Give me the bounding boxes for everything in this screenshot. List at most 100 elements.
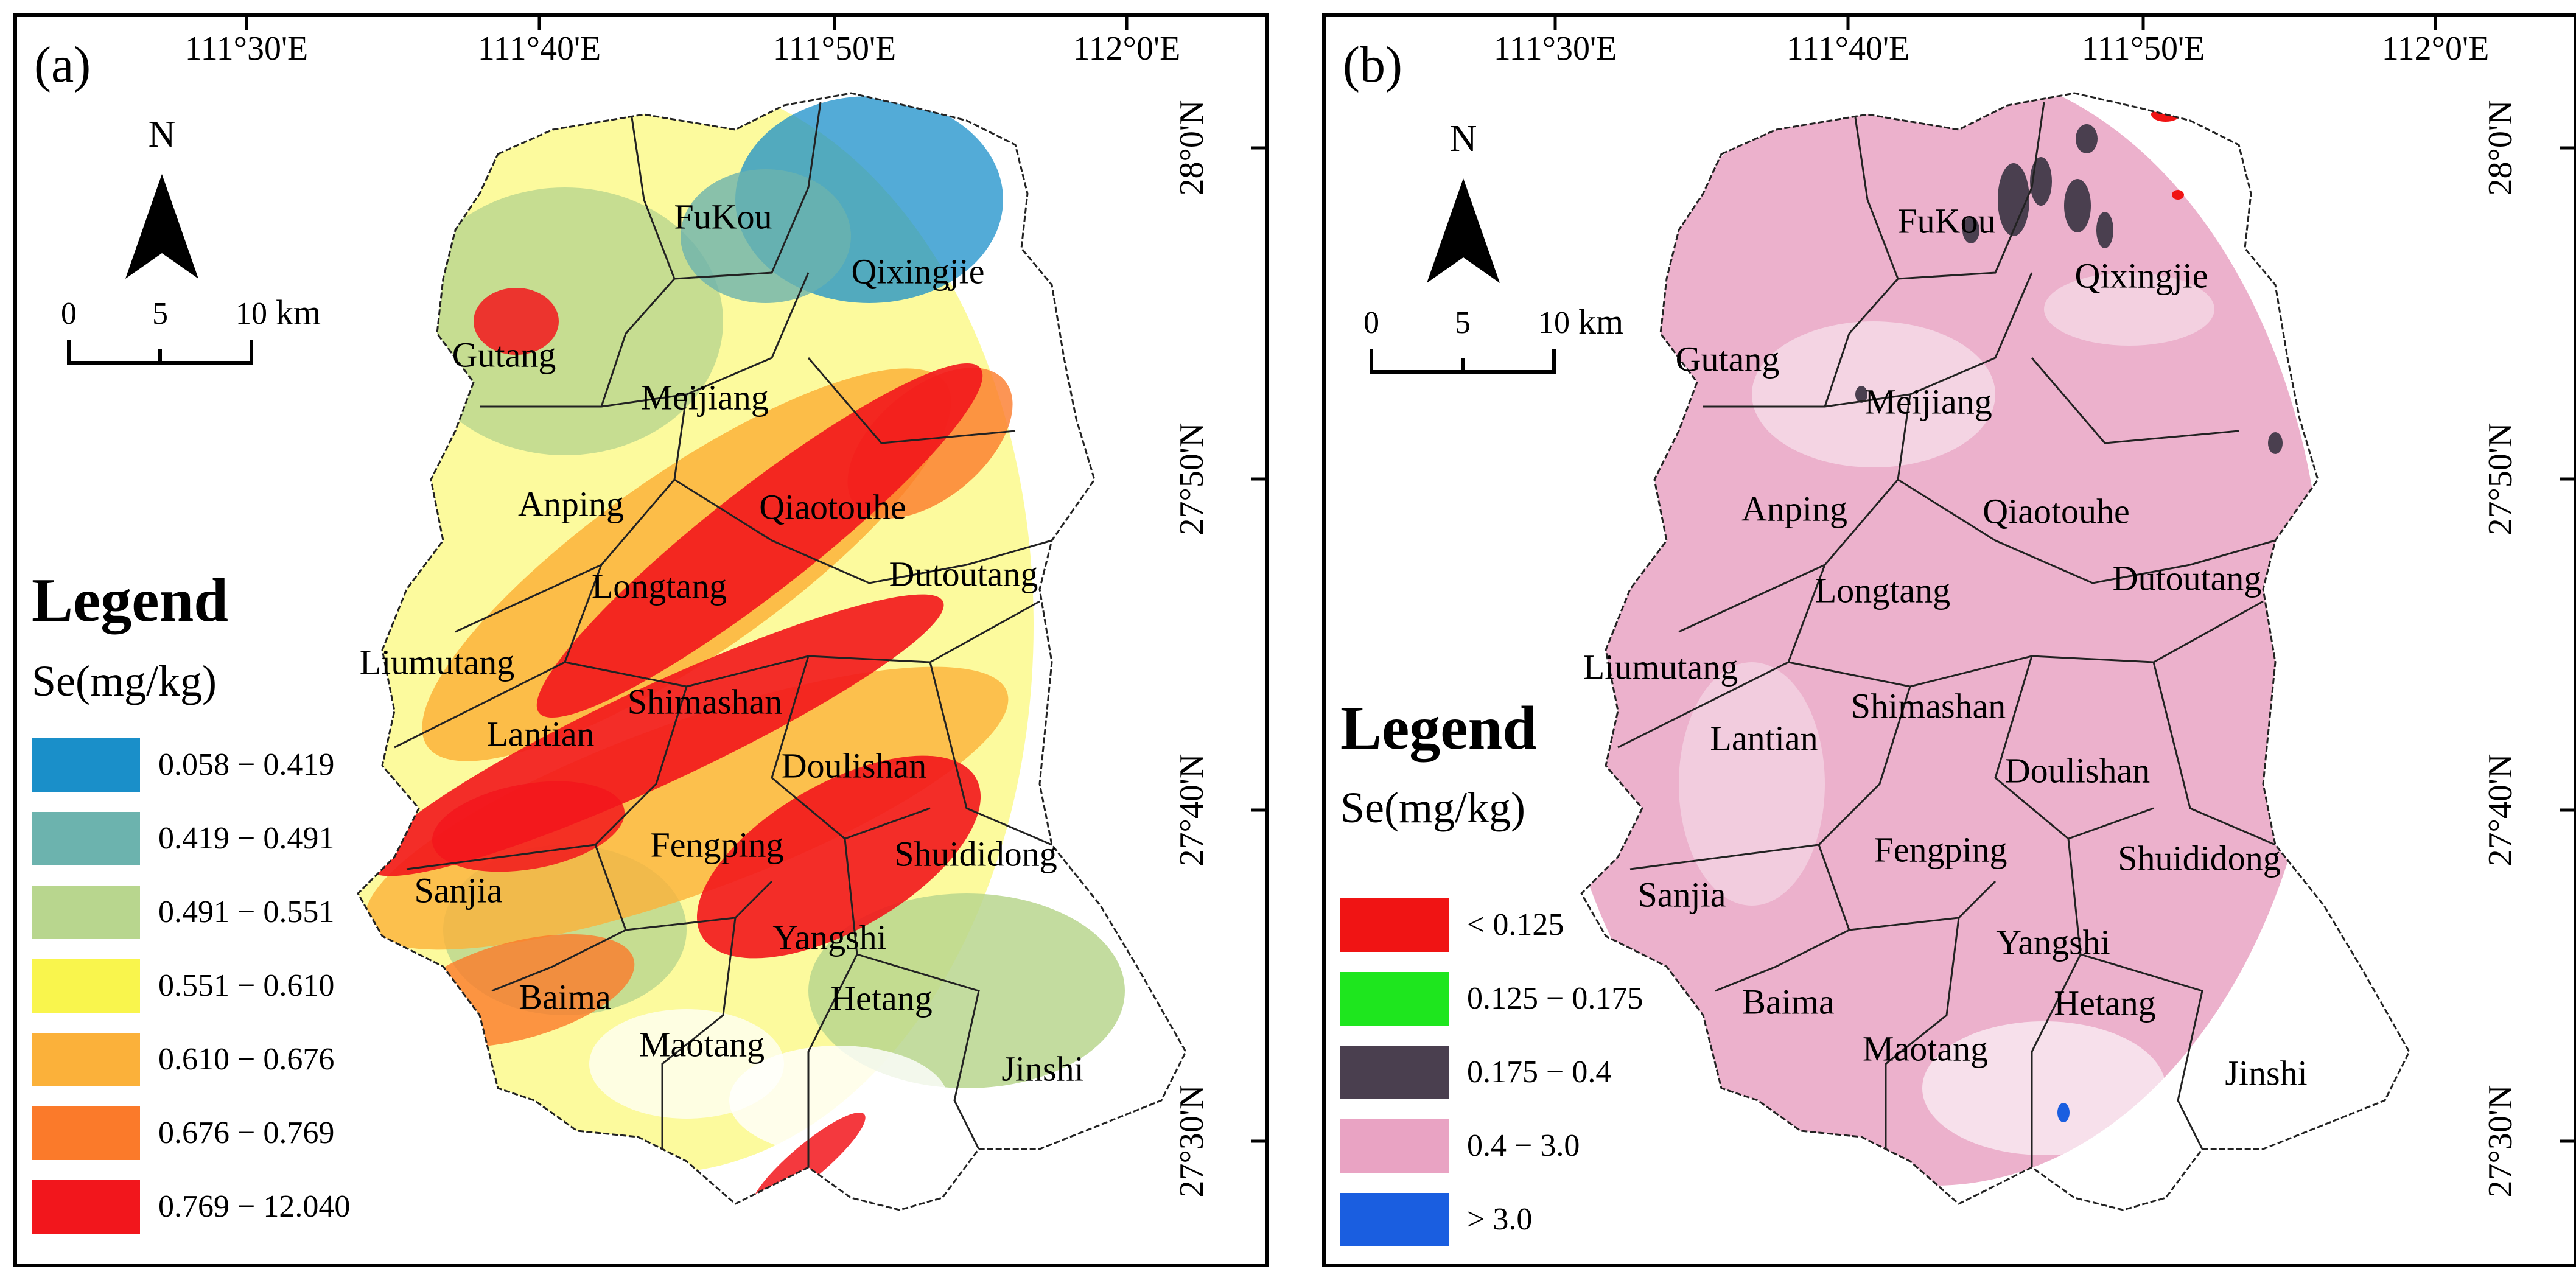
legend-label: 0.125 − 0.175: [1467, 981, 1643, 1016]
latitude-label: 27°40'N: [1173, 753, 1211, 867]
latitude-label: 27°50'N: [2482, 422, 2519, 536]
town-label: Anping: [518, 484, 624, 524]
se-raster-a: [358, 93, 1125, 1210]
town-label: Yangshi: [772, 917, 887, 957]
scale-tick-label: 5: [152, 296, 168, 331]
town-label: Gutang: [1675, 339, 1780, 379]
town-label: Anping: [1741, 489, 1847, 529]
town-label: Hetang: [830, 978, 933, 1018]
legend-label: < 0.125: [1467, 907, 1564, 942]
town-label: Hetang: [2054, 983, 2156, 1023]
town-label: Yangshi: [1996, 922, 2110, 962]
county-outline-a: [357, 92, 1187, 1211]
town-label: FuKou: [1897, 201, 1996, 241]
legend-label: 0.610 − 0.676: [158, 1042, 335, 1077]
north-arrow-icon: [1427, 178, 1500, 283]
legend-label: 0.676 − 0.769: [158, 1116, 335, 1150]
legend-swatch: [32, 886, 140, 939]
town-label: Meijiang: [1864, 382, 1992, 422]
graticule-ticks-a: [245, 17, 1265, 1143]
north-letter: N: [1449, 118, 1477, 159]
town-label: Liumutang: [359, 642, 515, 682]
legend-label: > 3.0: [1467, 1202, 1533, 1237]
longitude-label: 111°40'E: [1786, 30, 1910, 68]
town-label: Shuididong: [894, 834, 1057, 874]
latitude-label: 28°0'N: [1173, 100, 1211, 196]
town-label: Baima: [1742, 982, 1835, 1022]
town-label: Shuididong: [2118, 838, 2281, 878]
map-panel-b: (b) 111°30'E 111°40'E 111°50'E 112°0'E 2…: [1322, 13, 2576, 1267]
town-label: Shimashan: [1850, 686, 2006, 726]
legend-label: 0.551 − 0.610: [158, 968, 335, 1003]
longitude-label: 112°0'E: [1073, 30, 1181, 68]
panel-label: (b): [1343, 37, 1402, 93]
town-label: Qixingjie: [851, 251, 985, 292]
latitude-label: 27°50'N: [1173, 422, 1211, 536]
town-label: Dutoutang: [2112, 558, 2262, 598]
township-boundaries-b: [1617, 102, 2276, 1167]
legend-label: 0.419 − 0.491: [158, 821, 335, 856]
legend-unit: Se(mg/kg): [1340, 783, 1525, 832]
legend-title: Legend: [32, 566, 229, 635]
town-label: Longtang: [1815, 570, 1951, 610]
longitude-label: 111°50'E: [772, 30, 897, 68]
scale-tick-label: 5: [1455, 306, 1471, 340]
legend-swatch: [1340, 1193, 1449, 1246]
legend-unit: Se(mg/kg): [32, 657, 217, 705]
panel-label: (a): [34, 37, 91, 93]
town-label: Fengping: [650, 825, 784, 865]
longitude-label: 111°50'E: [2081, 30, 2205, 68]
legend-swatch: [32, 1033, 140, 1086]
scale-tick-label: 10: [1538, 306, 1570, 340]
town-label: Doulishan: [781, 746, 927, 786]
town-label: Lantian: [486, 714, 595, 754]
town-label: Qiaotouhe: [1983, 491, 2130, 531]
legend-swatch: [1340, 1119, 1449, 1173]
legend-label: 0.058 − 0.419: [158, 747, 335, 782]
township-boundaries-a: [394, 102, 1052, 1167]
legend-swatch: [32, 959, 140, 1013]
legend-label: 0.491 − 0.551: [158, 895, 335, 929]
town-label: Fengping: [1874, 830, 2007, 870]
graticule-ticks-b: [1553, 17, 2574, 1143]
town-label: Lantian: [1710, 718, 1818, 758]
longitude-label: 112°0'E: [2381, 30, 2490, 68]
town-label: Liumutang: [1583, 647, 1738, 687]
longitude-label: 111°40'E: [477, 30, 601, 68]
town-label: Jinshi: [2225, 1053, 2308, 1093]
town-label: FuKou: [674, 197, 772, 237]
legend-title: Legend: [1340, 694, 1538, 763]
town-label: Dutoutang: [889, 554, 1038, 594]
map-canvas-b: [1370, 17, 2574, 1211]
town-label: Sanjia: [1637, 875, 1726, 915]
town-label: Maotang: [639, 1024, 765, 1065]
legend-label: 0.4 − 3.0: [1467, 1128, 1580, 1163]
legend-swatch: [32, 1106, 140, 1160]
scale-unit: km: [276, 293, 321, 332]
town-label: Sanjia: [414, 870, 503, 911]
latitude-label: 27°30'N: [1173, 1085, 1211, 1198]
scale-unit: km: [1578, 302, 1624, 341]
legend-label: 0.769 − 12.040: [158, 1189, 351, 1224]
latitude-label: 27°40'N: [2482, 753, 2519, 867]
town-label: Jinshi: [1001, 1049, 1084, 1089]
longitude-label: 111°30'E: [184, 30, 309, 68]
town-label: Qiaotouhe: [759, 487, 906, 527]
legend-label: 0.175 − 0.4: [1467, 1055, 1612, 1089]
legend-swatch: [32, 738, 140, 792]
town-label: Maotang: [1862, 1029, 1989, 1069]
se-raster-b: [1581, 93, 2347, 1186]
map-panel-a: (a) 111°30'E 111°40'E 111°50'E 112°0'E 2…: [13, 13, 1269, 1267]
north-arrow-icon: [125, 174, 198, 279]
scale-tick-label: 10: [236, 296, 267, 331]
town-label: Meijiang: [641, 377, 769, 418]
legend-swatch: [32, 1180, 140, 1234]
latitude-label: 27°30'N: [2482, 1085, 2519, 1198]
legend-swatch: [1340, 898, 1449, 952]
town-label: Doulishan: [2004, 750, 2151, 791]
town-label: Baima: [519, 977, 611, 1017]
north-letter: N: [148, 114, 176, 155]
town-label: Gutang: [452, 335, 556, 375]
scale-tick-label: 0: [61, 296, 77, 331]
town-label: Longtang: [591, 566, 727, 606]
